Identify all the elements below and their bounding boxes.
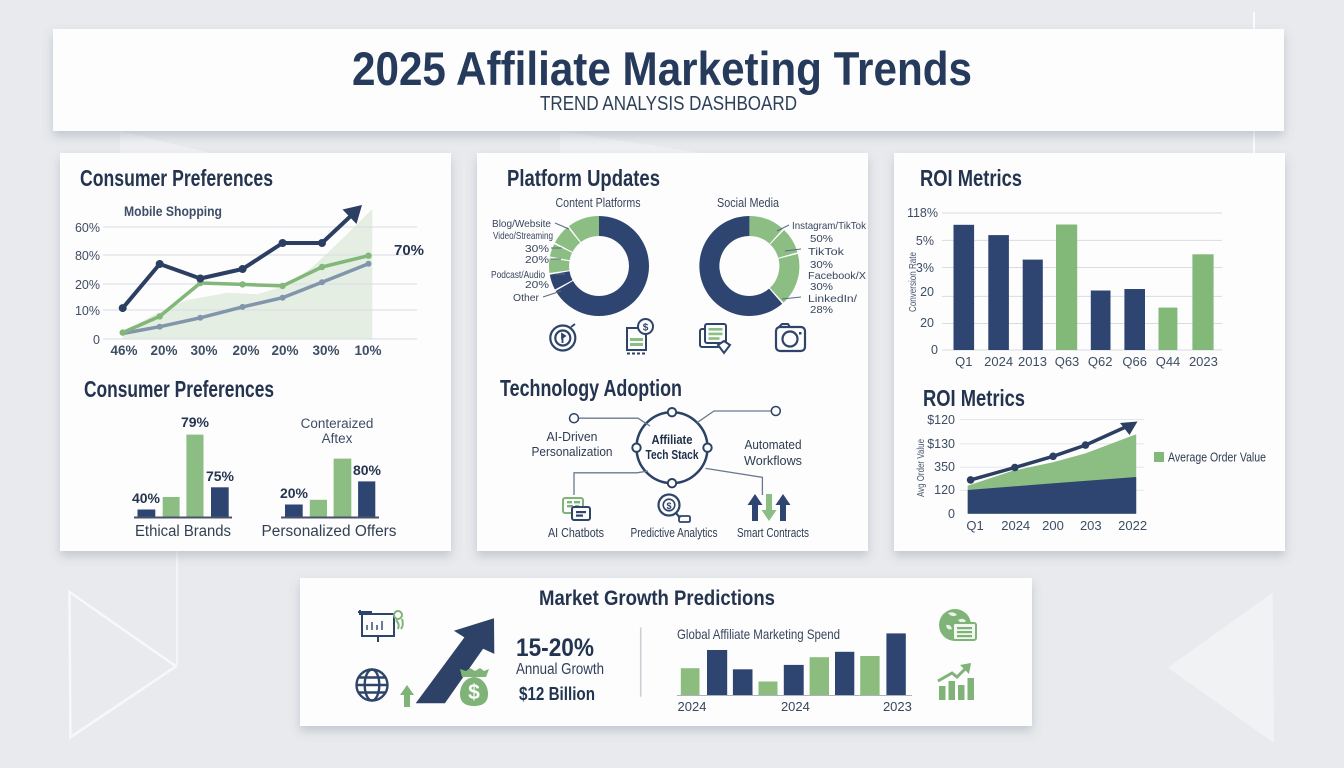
svg-text:$120: $120 (927, 413, 955, 427)
svg-text:Avg Order Value: Avg Order Value (915, 439, 927, 497)
svg-text:20: 20 (920, 316, 934, 330)
svg-text:Automated: Automated (745, 437, 802, 452)
svg-text:15-20%: 15-20% (516, 634, 594, 662)
svg-text:Q1: Q1 (955, 354, 972, 369)
svg-text:Smart Contracts: Smart Contracts (737, 525, 809, 540)
svg-text:2024: 2024 (1001, 518, 1030, 533)
svg-text:20%: 20% (271, 343, 298, 358)
svg-text:Social Media: Social Media (717, 195, 780, 210)
svg-text:Mobile Shopping: Mobile Shopping (124, 203, 222, 219)
svg-text:Facebook/X: Facebook/X (808, 270, 866, 282)
svg-text:50%: 50% (810, 233, 833, 245)
svg-text:20%: 20% (150, 343, 177, 358)
svg-text:75%: 75% (206, 468, 235, 484)
svg-text:2024: 2024 (678, 699, 707, 714)
svg-text:Technology Adoption: Technology Adoption (500, 375, 682, 401)
svg-text:118%: 118% (907, 206, 938, 220)
svg-text:30%: 30% (810, 259, 833, 271)
svg-text:30%: 30% (525, 243, 549, 255)
svg-text:Other: Other (513, 292, 539, 304)
svg-text:Ethical Brands: Ethical Brands (135, 523, 231, 540)
svg-text:0: 0 (948, 507, 955, 521)
svg-text:$: $ (468, 681, 480, 704)
svg-text:120: 120 (934, 483, 955, 497)
svg-text:Personalized Offers: Personalized Offers (262, 523, 397, 540)
svg-text:LinkedIn/: LinkedIn/ (808, 293, 857, 305)
svg-text:20%: 20% (232, 343, 259, 358)
svg-text:2023: 2023 (883, 699, 912, 714)
svg-text:200: 200 (1042, 518, 1064, 533)
svg-text:2023: 2023 (1189, 354, 1218, 369)
svg-text:3%: 3% (916, 261, 934, 275)
svg-text:$130: $130 (927, 437, 955, 451)
svg-text:Q62: Q62 (1088, 354, 1113, 369)
svg-text:2022: 2022 (1118, 518, 1147, 533)
svg-text:Market Growth Predictions: Market Growth Predictions (539, 587, 775, 610)
svg-text:0: 0 (931, 343, 938, 357)
svg-text:Predictive Analytics: Predictive Analytics (631, 525, 718, 540)
svg-text:10%: 10% (354, 343, 381, 358)
svg-text:Instagram/TikTok: Instagram/TikTok (792, 220, 867, 232)
svg-text:Conteraized: Conteraized (301, 416, 374, 431)
svg-text:Content Platforms: Content Platforms (556, 195, 641, 210)
svg-text:Podcast/Audio: Podcast/Audio (491, 269, 545, 281)
svg-text:Platform Updates: Platform Updates (507, 165, 660, 191)
svg-text:Global Affiliate Marketing Spe: Global Affiliate Marketing Spend (677, 626, 840, 642)
svg-text:20%: 20% (525, 279, 549, 291)
svg-text:Personalization: Personalization (532, 444, 613, 459)
svg-text:Workflows: Workflows (744, 453, 802, 468)
svg-text:10%: 10% (75, 304, 100, 318)
svg-text:Q1: Q1 (966, 518, 983, 533)
svg-text:Average Order Value: Average Order Value (1168, 451, 1266, 465)
svg-text:Video/Streaming: Video/Streaming (493, 230, 553, 242)
svg-text:Q66: Q66 (1122, 354, 1147, 369)
svg-text:TREND ANALYSIS DASHBOARD: TREND ANALYSIS DASHBOARD (540, 93, 797, 115)
svg-text:5%: 5% (916, 234, 934, 248)
svg-text:$12 Billion: $12 Billion (519, 684, 595, 704)
svg-text:46%: 46% (110, 343, 137, 358)
svg-text:2013: 2013 (1018, 354, 1047, 369)
svg-text:30%: 30% (190, 343, 217, 358)
svg-text:2025 Affiliate Marketing Trend: 2025 Affiliate Marketing Trends (352, 42, 972, 95)
svg-text:Blog/Website: Blog/Website (492, 218, 551, 230)
svg-text:AI-Driven: AI-Driven (547, 429, 598, 444)
svg-text:$: $ (643, 323, 649, 334)
svg-text:79%: 79% (181, 414, 210, 430)
svg-text:20%: 20% (75, 278, 100, 292)
svg-text:0: 0 (93, 333, 100, 347)
svg-text:ROI Metrics: ROI Metrics (923, 385, 1025, 411)
svg-text:28%: 28% (810, 304, 833, 316)
svg-text:20: 20 (920, 285, 934, 299)
svg-text:TikTok: TikTok (808, 246, 845, 258)
svg-text:Q63: Q63 (1055, 354, 1080, 369)
svg-text:Annual Growth: Annual Growth (516, 661, 604, 678)
svg-text:Consumer Preferences: Consumer Preferences (80, 165, 273, 191)
svg-text:Consumer Preferences: Consumer Preferences (84, 376, 274, 402)
svg-text:30%: 30% (810, 281, 833, 293)
svg-text:70%: 70% (394, 242, 424, 259)
svg-text:AI Chatbots: AI Chatbots (548, 525, 604, 540)
svg-text:Aftex: Aftex (322, 431, 353, 446)
svg-text:Conversion Rate: Conversion Rate (907, 252, 919, 312)
svg-text:20%: 20% (525, 254, 549, 266)
svg-text:203: 203 (1080, 518, 1102, 533)
svg-text:2024: 2024 (781, 699, 810, 714)
svg-text:80%: 80% (75, 249, 100, 263)
svg-text:80%: 80% (353, 462, 382, 478)
svg-text:ROI Metrics: ROI Metrics (920, 165, 1022, 191)
svg-text:Tech Stack: Tech Stack (646, 448, 699, 462)
svg-text:350: 350 (934, 460, 955, 474)
svg-text:Q44: Q44 (1156, 354, 1181, 369)
svg-text:40%: 40% (132, 490, 161, 506)
svg-text:2024: 2024 (984, 354, 1013, 369)
svg-text:Affiliate: Affiliate (652, 433, 693, 447)
svg-text:60%: 60% (75, 221, 100, 235)
svg-text:$: $ (666, 501, 671, 511)
svg-text:20%: 20% (280, 485, 309, 501)
svg-text:30%: 30% (312, 343, 339, 358)
